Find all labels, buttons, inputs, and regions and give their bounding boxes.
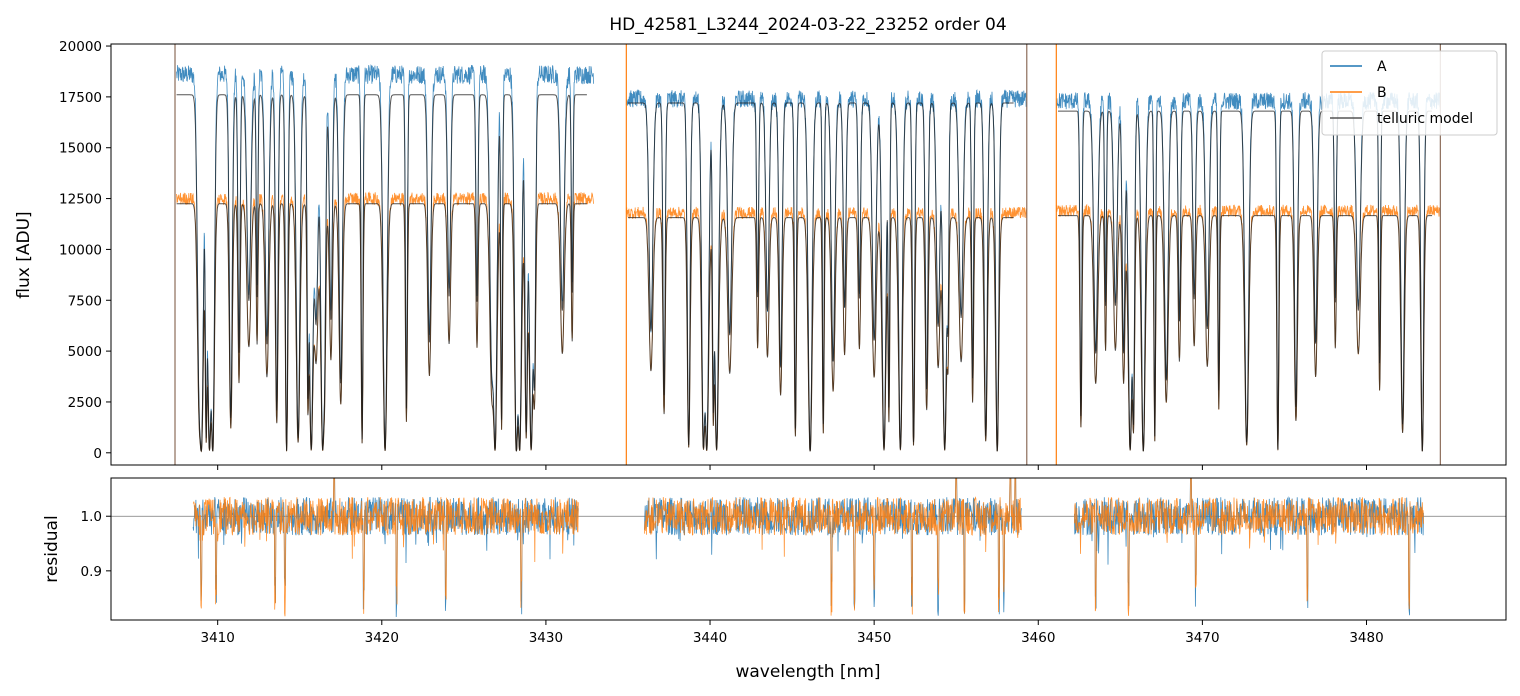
residual-series-b-segment (644, 478, 1022, 616)
flux-ytick-label: 0 (93, 446, 102, 462)
residual-xtick-label: 3480 (1349, 630, 1383, 646)
residual-y-ticks: 0.9 1.0 (81, 509, 111, 580)
residual-xtick-label: 3410 (200, 630, 234, 646)
residual-plot-area (111, 478, 1506, 620)
chart-title: HD_42581_L3244_2024-03-22_23252 order 04 (609, 15, 1006, 35)
flux-ytick-label: 5000 (68, 344, 102, 360)
residual-x-ticks: 3410 3420 3430 3440 3450 3460 3470 3480 (200, 620, 1384, 646)
flux-series-telluric-model-b-segment (1058, 215, 1433, 452)
flux-ytick-label: 7500 (68, 293, 102, 309)
residual-ytick-label: 0.9 (81, 564, 102, 580)
residual-xtick-label: 3450 (857, 630, 891, 646)
flux-series-telluric-model-segment (176, 94, 587, 452)
flux-y-ticks: 0 2500 5000 7500 10000 12500 15000 17500 20000 (59, 39, 111, 462)
flux-ytick-label: 2500 (68, 395, 102, 411)
residual-series-b-segment (1074, 478, 1424, 616)
x-axis-label: wavelength [nm] (735, 662, 880, 682)
flux-ytick-label: 15000 (59, 141, 102, 157)
residual-xtick-label: 3460 (1021, 630, 1055, 646)
legend-label-a: A (1377, 59, 1387, 75)
legend-label-telluric: telluric model (1377, 111, 1473, 127)
residual-series-b-segment (192, 478, 579, 617)
flux-series-group (174, 44, 1441, 465)
flux-ytick-label: 20000 (59, 39, 102, 55)
flux-ytick-label: 12500 (59, 192, 102, 208)
residual-panel: 0.91.0 3410 3420 3430 3440 3450 3460 3470 3480 … (42, 477, 1507, 682)
residual-ytick-label: 1.0 (81, 509, 102, 525)
residual-xtick-label: 3440 (693, 630, 727, 646)
flux-series-telluric-model-b-segment (176, 203, 587, 453)
residual-xtick-label: 3420 (365, 630, 399, 646)
flux-ytick-label: 17500 (59, 90, 102, 106)
residual-y-axis-label: residual (42, 515, 62, 582)
flux-series-telluric-model-segment (628, 102, 1014, 452)
flux-panel: 0 2500 5000 7500 10000 12500 15000 17500 20000 f… (14, 39, 1507, 470)
legend-box (1321, 50, 1498, 136)
legend-label-b: B (1377, 85, 1387, 101)
flux-series-telluric-model-b-segment (628, 217, 1014, 452)
flux-y-axis-label: flux [ADU] (14, 211, 34, 298)
flux-x-ticks (217, 465, 1367, 470)
flux-axes-frame (110, 43, 1507, 466)
residual-xtick-label: 3470 (1185, 630, 1219, 646)
residual-xtick-label: 3430 (529, 630, 563, 646)
legend: A B telluric model (1321, 50, 1498, 136)
residual-axes-frame (110, 477, 1507, 621)
residual-series-group (111, 478, 1506, 618)
residual-series-a-segment (1074, 478, 1424, 616)
flux-ytick-label: 10000 (59, 242, 102, 258)
